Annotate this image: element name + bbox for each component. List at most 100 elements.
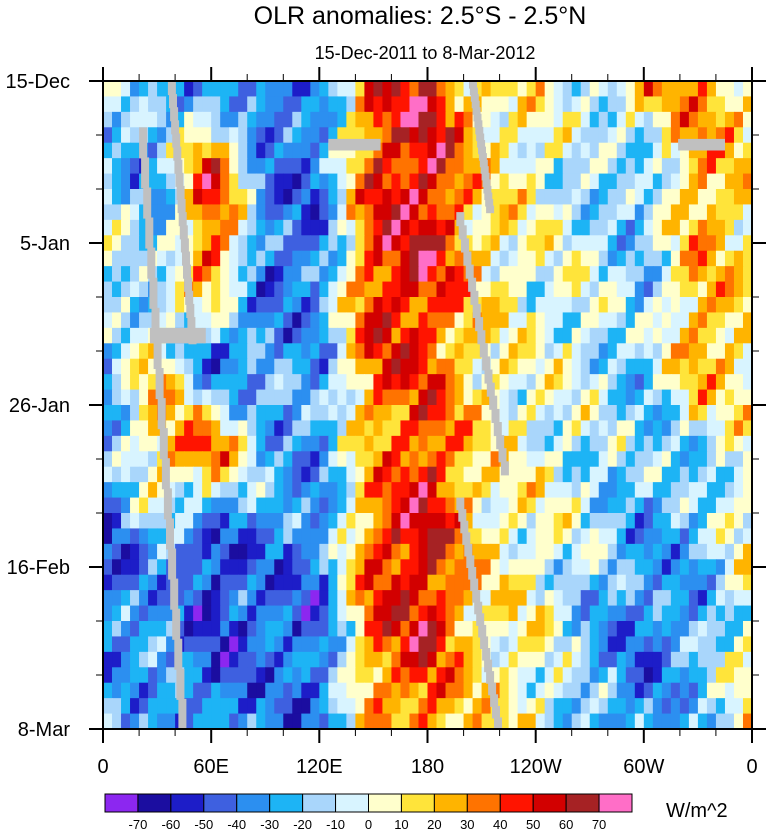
field-cell [328,111,338,128]
field-cell [166,250,176,267]
field-cell [382,574,393,591]
field-cell [670,111,681,128]
colorbar-label: -60 [161,817,180,830]
field-cell [517,435,528,452]
field-cell [706,667,717,684]
field-cell [418,713,429,730]
field-cell [301,651,311,668]
field-cell [256,281,266,298]
field-cell [490,111,501,128]
field-cell [355,127,365,144]
field-cell [580,574,591,591]
field-cell [517,651,528,668]
field-cell [661,405,672,422]
field-cell [607,528,618,545]
field-cell [598,374,609,391]
field-cell [292,96,302,113]
y-tick-label: 8-Mar [18,719,71,741]
field-cell [436,219,447,236]
field-cell [103,405,113,422]
field-cell [463,590,474,607]
field-cell [175,374,185,391]
field-cell [346,219,356,236]
field-cell [148,482,158,499]
field-cell [409,698,420,715]
colorbar-label: 50 [526,817,540,830]
y-tick-label: 26-Jan [9,395,70,417]
field-cell [121,574,131,591]
field-cell [463,667,474,684]
field-cell [454,466,465,483]
field-cell [148,142,158,159]
field-cell [121,127,131,144]
field-cell [382,358,393,375]
field-cell [418,389,429,406]
field-cell [589,482,600,499]
field-cell [706,405,717,422]
field-cell [661,343,672,360]
field-cell [202,250,212,267]
field-cell [688,559,699,576]
field-cell [337,667,347,684]
field-cell [418,590,429,607]
missing-cell [157,398,166,430]
field-cell [157,297,167,314]
field-cell [670,142,681,159]
field-cell [283,466,293,483]
field-cell [283,698,293,715]
field-cell [598,235,609,252]
field-cell [679,405,690,422]
field-cell [598,435,609,452]
field-cell [373,621,384,638]
field-cell [454,698,465,715]
field-cell [724,343,735,360]
field-cell [130,219,140,236]
field-cell [517,281,528,298]
field-cell [571,698,582,715]
field-cell [211,636,221,653]
field-cell [508,435,519,452]
field-cell [562,189,573,206]
field-cell [238,451,248,468]
field-cell [589,435,600,452]
field-cell [247,482,257,499]
field-cell [229,111,239,128]
field-cell [553,605,564,622]
field-cell [202,219,212,236]
field-cell [193,266,203,283]
field-cell [103,327,113,344]
field-cell [661,528,672,545]
field-cell [157,667,167,684]
field-cell [733,281,744,298]
field-cell [211,204,221,221]
field-cell [238,189,248,206]
field-cell [571,621,582,638]
field-cell [274,667,284,684]
field-cell [670,235,681,252]
field-cell [409,528,420,545]
field-cell [472,142,483,159]
field-cell [472,219,483,236]
field-cell [256,698,266,715]
field-cell [535,466,546,483]
field-cell [679,312,690,329]
field-cell [562,158,573,175]
field-cell [697,358,708,375]
field-cell [391,312,402,329]
field-cell [616,235,627,252]
field-cell [202,127,212,144]
field-cell [364,158,375,175]
field-cell [418,451,429,468]
field-cell [697,389,708,406]
field-cell [220,312,230,329]
field-cell [310,219,320,236]
field-cell [409,574,420,591]
field-cell [463,621,474,638]
field-cell [121,281,131,298]
field-cell [346,713,356,730]
colorbar-swatch [170,793,205,813]
field-cell [382,297,393,314]
field-cell [157,713,167,730]
field-cell [715,81,726,98]
field-cell [679,111,690,128]
